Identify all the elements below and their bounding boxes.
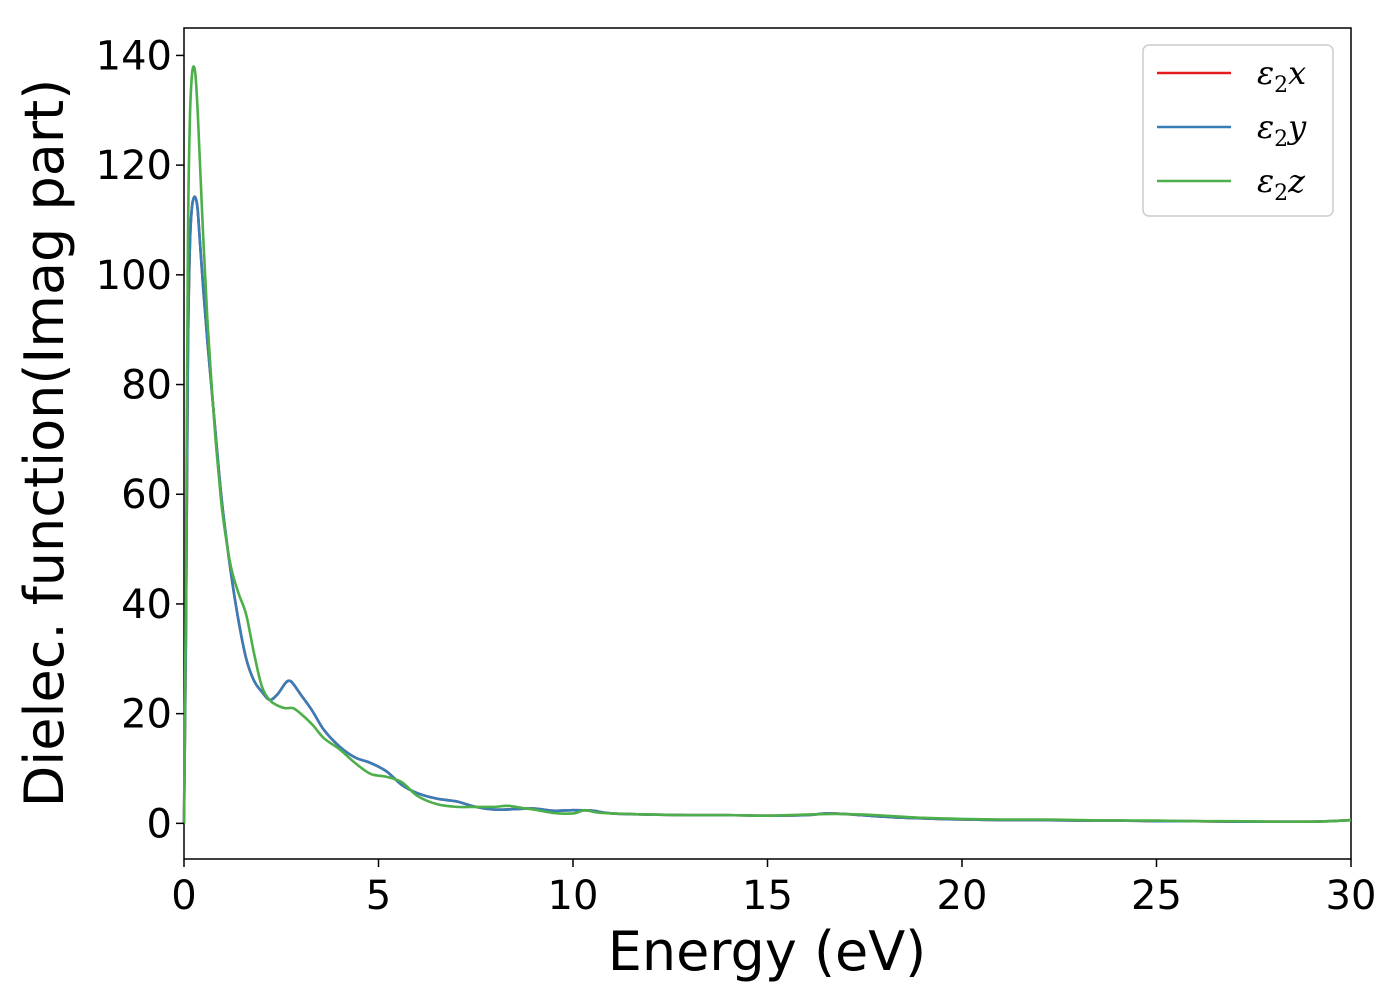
- x-tick-label: 25: [1131, 873, 1182, 919]
- legend-label-y: ε2y: [1257, 108, 1307, 152]
- legend-axis: z: [1287, 162, 1306, 200]
- y-tick-label: 60: [121, 472, 172, 518]
- x-tick-label: 0: [171, 873, 196, 919]
- legend-subscript: 2: [1274, 73, 1288, 98]
- y-tick-label: 20: [121, 692, 172, 738]
- y-tick-label: 40: [121, 582, 172, 628]
- x-tick-label: 30: [1326, 873, 1377, 919]
- legend-box: [1142, 44, 1334, 217]
- y-axis-label: Dielec. function(Imag part): [13, 79, 76, 808]
- x-tick-label: 15: [742, 873, 793, 919]
- x-tick-label: 5: [366, 873, 391, 919]
- series-line-y: [182, 195, 1352, 824]
- y-tick-label: 80: [121, 363, 172, 409]
- legend-axis: x: [1288, 54, 1306, 92]
- legend-label-z: ε2z: [1257, 162, 1306, 206]
- y-tick-label: 140: [96, 33, 172, 79]
- legend-axis: y: [1286, 108, 1307, 146]
- x-tick-label: 20: [937, 873, 988, 919]
- x-tick-label: 10: [548, 873, 599, 919]
- series-layer: [182, 65, 1352, 824]
- series-line-z: [182, 65, 1352, 824]
- legend-label-x: ε2x: [1257, 54, 1306, 98]
- legend-symbol: ε: [1257, 162, 1274, 200]
- legend-symbol: ε: [1257, 108, 1274, 146]
- legend-symbol: ε: [1257, 54, 1274, 92]
- y-axis-ticks: 0 20 40 60 80 100 120 140: [96, 33, 184, 847]
- legend-subscript: 2: [1274, 127, 1288, 152]
- legend-subscript: 2: [1274, 181, 1288, 206]
- y-tick-label: 0: [147, 801, 172, 847]
- x-axis-label: Energy (eV): [608, 920, 927, 983]
- y-tick-label: 120: [96, 143, 172, 189]
- series-line-x: [182, 195, 1352, 824]
- x-axis-ticks: 0 5 10 15 20 25 30: [171, 859, 1376, 919]
- y-tick-label: 100: [96, 253, 172, 299]
